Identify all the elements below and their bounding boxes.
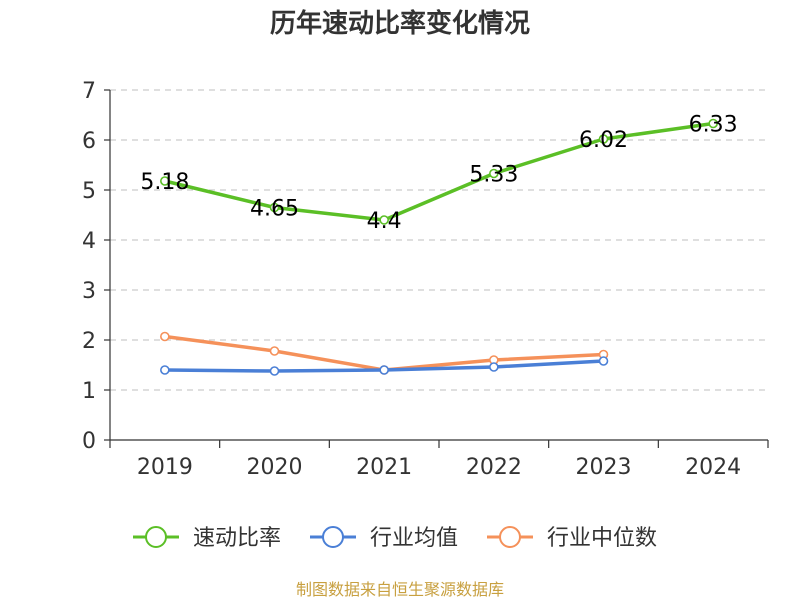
chart-title: 历年速动比率变化情况 <box>270 8 530 39</box>
y-tick-label: 6 <box>82 129 96 154</box>
y-tick-label: 4 <box>82 229 96 254</box>
y-tick-label: 5 <box>82 179 96 204</box>
x-tick-label: 2022 <box>466 455 522 480</box>
y-tick-label: 1 <box>82 379 96 404</box>
legend-label: 速动比率 <box>193 526 281 551</box>
x-tick-label: 2023 <box>576 455 632 480</box>
data-point <box>160 331 170 342</box>
data-label: 6.02 <box>579 128 628 153</box>
legend-label: 行业中位数 <box>547 526 657 551</box>
data-point <box>598 356 609 366</box>
data-label: 5.18 <box>140 170 189 195</box>
x-tick-label: 2021 <box>356 455 412 480</box>
legend: 速动比率 行业均值 行业中位数 <box>133 526 657 551</box>
data-point <box>598 134 609 144</box>
y-tick-label: 7 <box>82 79 96 104</box>
data-point <box>269 202 280 213</box>
x-tick-label: 2019 <box>137 455 193 480</box>
y-tick-label: 2 <box>82 329 96 354</box>
data-point <box>269 366 280 376</box>
data-label: 4.4 <box>367 209 402 234</box>
legend-label: 行业均值 <box>370 526 458 551</box>
data-label: 4.65 <box>250 197 299 222</box>
source-note: 制图数据来自恒生聚源数据库 <box>296 580 504 599</box>
legend-marker <box>499 526 521 548</box>
data-label: 5.33 <box>469 163 518 188</box>
series-line-0 <box>164 121 714 222</box>
y-tick-label: 0 <box>82 429 96 454</box>
data-point <box>160 176 170 186</box>
data-point <box>160 365 170 375</box>
data-point <box>708 118 718 129</box>
data-label: 6.33 <box>689 113 738 138</box>
legend-marker <box>145 526 167 548</box>
data-point <box>269 346 280 356</box>
x-tick-label: 2024 <box>685 455 741 480</box>
data-point <box>489 362 499 372</box>
data-point <box>489 168 499 179</box>
legend-marker <box>322 526 344 548</box>
data-point <box>379 365 389 375</box>
y-tick-label: 3 <box>82 279 96 304</box>
series-layer: 5.18 4.65 4.4 5.33 6.02 6.33 <box>140 113 738 376</box>
grid-lines <box>110 89 768 391</box>
axes: 0 1 2 3 4 5 6 7 2019 2020 2021 2022 2023 2024 <box>82 79 769 480</box>
data-point <box>379 215 389 225</box>
x-tick-label: 2020 <box>247 455 303 480</box>
